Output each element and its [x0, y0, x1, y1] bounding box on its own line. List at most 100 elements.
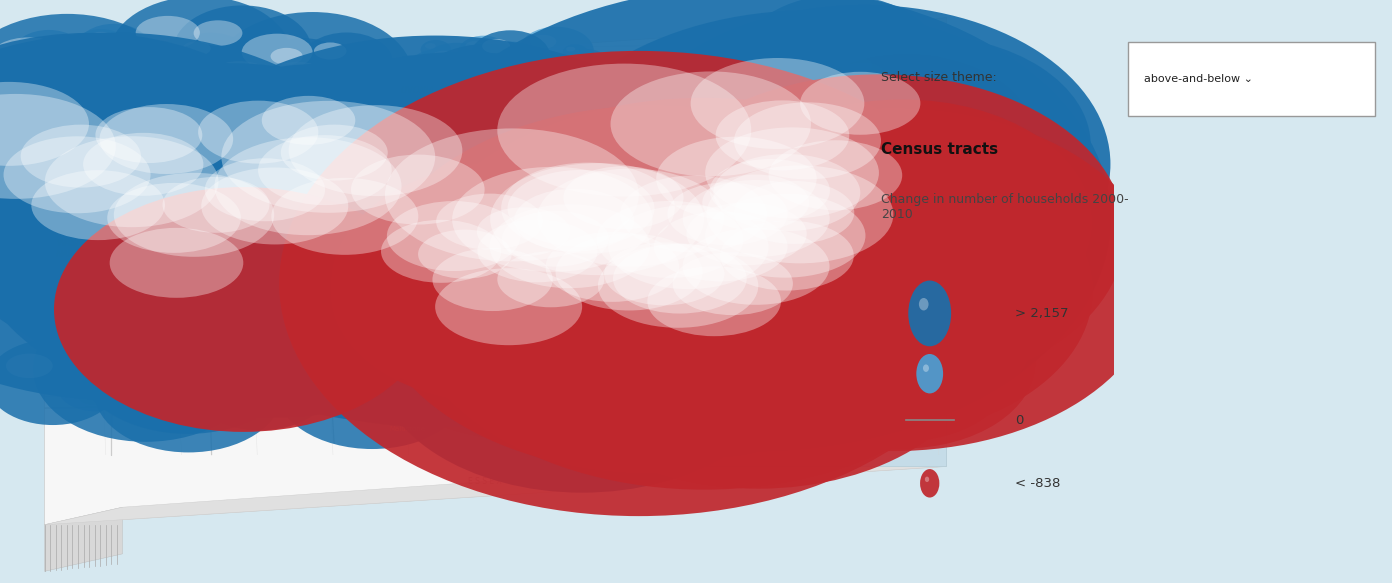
Ellipse shape [697, 142, 753, 177]
Ellipse shape [302, 106, 355, 134]
Ellipse shape [891, 349, 917, 366]
Ellipse shape [742, 216, 749, 220]
Ellipse shape [548, 250, 574, 264]
Ellipse shape [470, 154, 554, 197]
Ellipse shape [735, 106, 948, 243]
Text: Tecumseh: Tecumseh [423, 356, 458, 363]
Ellipse shape [560, 142, 647, 199]
Ellipse shape [280, 90, 430, 187]
Ellipse shape [617, 161, 674, 198]
Ellipse shape [97, 134, 152, 161]
Ellipse shape [610, 300, 639, 319]
Ellipse shape [608, 267, 626, 276]
Ellipse shape [742, 281, 857, 356]
Ellipse shape [516, 224, 567, 256]
Ellipse shape [342, 340, 355, 346]
Ellipse shape [621, 240, 638, 249]
Ellipse shape [288, 105, 462, 196]
Ellipse shape [475, 239, 543, 283]
Ellipse shape [562, 106, 636, 144]
Ellipse shape [643, 342, 718, 381]
Ellipse shape [724, 128, 878, 227]
Text: NP: NP [612, 245, 622, 252]
Ellipse shape [58, 94, 120, 126]
Ellipse shape [452, 167, 653, 272]
Ellipse shape [249, 303, 264, 312]
Ellipse shape [93, 375, 114, 389]
Ellipse shape [706, 147, 725, 157]
Ellipse shape [750, 70, 788, 94]
Ellipse shape [757, 264, 805, 294]
Ellipse shape [594, 252, 814, 395]
Ellipse shape [710, 104, 729, 115]
Ellipse shape [639, 215, 690, 241]
Ellipse shape [344, 313, 363, 323]
Ellipse shape [732, 332, 745, 339]
Ellipse shape [685, 195, 773, 251]
Ellipse shape [738, 314, 795, 352]
Ellipse shape [535, 156, 952, 426]
Ellipse shape [831, 261, 859, 276]
Ellipse shape [702, 99, 757, 135]
Ellipse shape [505, 81, 533, 100]
Ellipse shape [398, 259, 654, 424]
Ellipse shape [883, 201, 944, 241]
Ellipse shape [285, 137, 294, 142]
Ellipse shape [252, 357, 269, 367]
Ellipse shape [842, 78, 866, 91]
Ellipse shape [569, 94, 738, 202]
Ellipse shape [561, 212, 585, 227]
Ellipse shape [501, 345, 580, 397]
Ellipse shape [82, 316, 113, 332]
Ellipse shape [373, 205, 432, 242]
Ellipse shape [507, 310, 551, 333]
Ellipse shape [718, 211, 743, 224]
Ellipse shape [199, 279, 267, 324]
Ellipse shape [711, 154, 780, 189]
Ellipse shape [653, 173, 678, 187]
Ellipse shape [785, 191, 807, 202]
Ellipse shape [550, 183, 611, 215]
Ellipse shape [690, 289, 729, 314]
Ellipse shape [891, 208, 913, 219]
Ellipse shape [590, 268, 679, 315]
Ellipse shape [0, 153, 184, 289]
Ellipse shape [600, 105, 741, 196]
Ellipse shape [853, 357, 873, 368]
Ellipse shape [450, 107, 548, 170]
Ellipse shape [818, 252, 901, 305]
Ellipse shape [624, 255, 696, 301]
Ellipse shape [619, 175, 767, 252]
Ellipse shape [596, 343, 622, 357]
Ellipse shape [583, 86, 660, 127]
Ellipse shape [622, 216, 963, 436]
Ellipse shape [610, 236, 677, 279]
Ellipse shape [654, 245, 718, 287]
Ellipse shape [572, 136, 763, 259]
Ellipse shape [472, 295, 539, 330]
Ellipse shape [491, 179, 715, 323]
Ellipse shape [631, 310, 678, 340]
Ellipse shape [576, 167, 657, 209]
Ellipse shape [469, 313, 516, 338]
Ellipse shape [736, 244, 757, 255]
Ellipse shape [500, 180, 594, 242]
Ellipse shape [177, 132, 256, 174]
Ellipse shape [505, 196, 523, 205]
Text: S: S [802, 250, 807, 258]
Ellipse shape [713, 100, 1091, 345]
Ellipse shape [660, 122, 1001, 343]
Ellipse shape [807, 237, 976, 346]
Ellipse shape [738, 114, 764, 128]
Ellipse shape [909, 280, 951, 346]
Ellipse shape [0, 195, 104, 266]
Ellipse shape [555, 106, 632, 146]
Ellipse shape [509, 246, 544, 265]
Ellipse shape [558, 224, 750, 348]
Ellipse shape [202, 94, 580, 339]
Ellipse shape [122, 231, 181, 269]
Ellipse shape [216, 345, 281, 387]
Ellipse shape [434, 60, 487, 89]
Ellipse shape [715, 141, 774, 179]
Ellipse shape [136, 288, 146, 293]
